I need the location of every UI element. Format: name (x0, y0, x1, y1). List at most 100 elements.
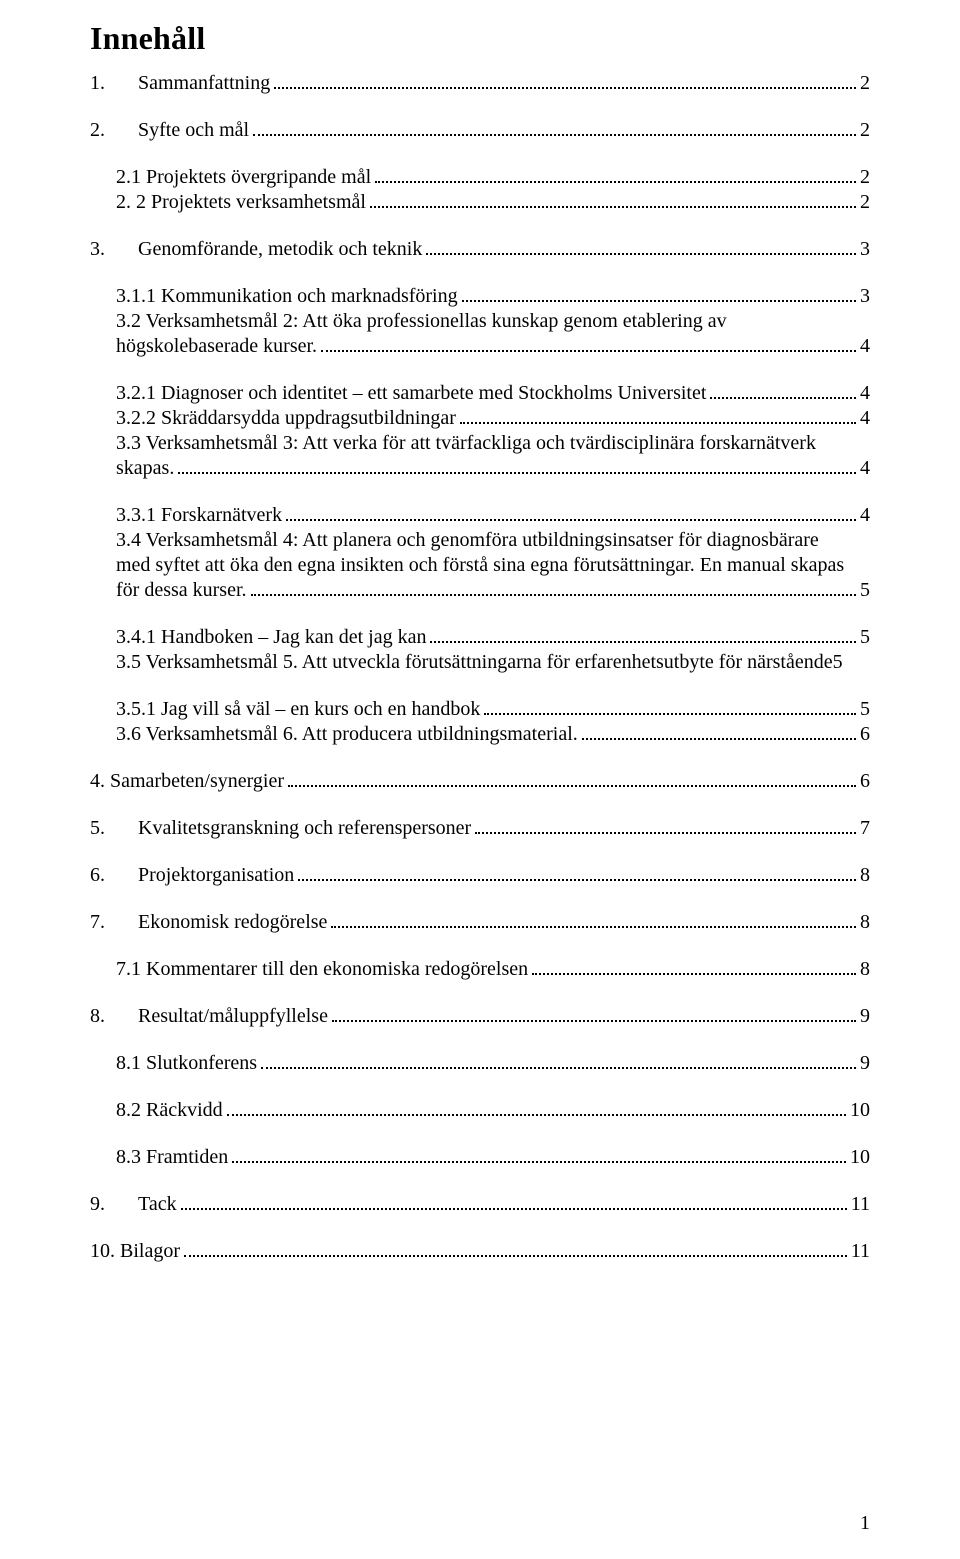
toc-entry: 8.Resultat/måluppfyllelse9 (90, 1004, 870, 1029)
toc-number: 3. (90, 237, 138, 262)
toc-page-number: 2 (860, 71, 870, 96)
toc-entry: 2.1 Projektets övergripande mål2 (90, 165, 870, 190)
toc-label: 10. Bilagor (90, 1239, 180, 1264)
group-gap (90, 262, 870, 284)
group-gap (90, 888, 870, 910)
toc-label: 3.6 Verksamhetsmål 6. Att producera utbi… (116, 722, 578, 747)
footer-page-number: 1 (860, 1512, 870, 1535)
table-of-contents: 1.Sammanfattning22.Syfte och mål22.1 Pro… (90, 71, 870, 1264)
toc-number: 7. (90, 910, 138, 935)
toc-leader (426, 238, 856, 255)
toc-number: 1. (90, 71, 138, 96)
toc-entry: 2.Syfte och mål2 (90, 118, 870, 143)
toc-label: 3.Genomförande, metodik och teknik (90, 237, 422, 262)
toc-label: 4. Samarbeten/synergier (90, 769, 284, 794)
toc-page-number: 4 (860, 503, 870, 528)
page-title: Innehåll (90, 20, 870, 57)
toc-label: skapas. (116, 456, 174, 481)
toc-page-number: 3 (860, 237, 870, 262)
toc-page-number: 10 (850, 1098, 870, 1123)
toc-leader (370, 191, 856, 208)
toc-label: med syftet att öka den egna insikten och… (116, 553, 870, 578)
toc-label: 1.Sammanfattning (90, 71, 270, 96)
toc-leader (178, 457, 856, 474)
toc-text: Ekonomisk redogörelse (138, 911, 327, 933)
toc-entry: 3.1.1 Kommunikation och marknadsföring3 (90, 284, 870, 309)
toc-text: Syfte och mål (138, 119, 249, 141)
toc-label: 2. 2 Projektets verksamhetsmål (116, 190, 366, 215)
group-gap (90, 747, 870, 769)
toc-page-number: 6 (860, 722, 870, 747)
toc-leader (184, 1240, 847, 1257)
toc-entry: 1.Sammanfattning 2 (90, 71, 870, 96)
toc-page-number: 3 (860, 284, 870, 309)
toc-text: Projektorganisation (138, 864, 294, 886)
toc-entry: 3.Genomförande, metodik och teknik 3 (90, 237, 870, 262)
toc-page-number: 5 (860, 697, 870, 722)
toc-leader (532, 958, 856, 975)
toc-page-number: 9 (860, 1004, 870, 1029)
toc-label: 8.1 Slutkonferens (116, 1051, 257, 1076)
toc-label: högskolebaserade kurser. (116, 334, 317, 359)
toc-page-number: 5 (860, 625, 870, 650)
toc-leader (430, 626, 856, 643)
toc-page-number: 7 (860, 816, 870, 841)
toc-label: 3.5 Verksamhetsmål 5. Att utveckla förut… (116, 650, 833, 675)
toc-leader (298, 864, 856, 881)
toc-page-number: 5 (833, 650, 843, 675)
toc-entry: 7.Ekonomisk redogörelse 8 (90, 910, 870, 935)
toc-leader (375, 166, 856, 183)
toc-label: 2.Syfte och mål (90, 118, 249, 143)
group-gap (90, 1076, 870, 1098)
toc-page-number: 11 (851, 1239, 870, 1264)
toc-page-number: 5 (860, 578, 870, 603)
toc-leader (227, 1099, 846, 1116)
toc-label: 7.1 Kommentarer till den ekonomiska redo… (116, 957, 528, 982)
toc-page-number: 6 (860, 769, 870, 794)
group-gap (90, 1123, 870, 1145)
toc-text: Tack (138, 1193, 177, 1215)
toc-entry: 3.4.1 Handboken – Jag kan det jag kan 5 (90, 625, 870, 650)
toc-label: 5.Kvalitetsgranskning och referensperson… (90, 816, 471, 841)
toc-label: 3.2.1 Diagnoser och identitet – ett sama… (116, 381, 706, 406)
group-gap (90, 1217, 870, 1239)
toc-entry: 3.2 Verksamhetsmål 2: Att öka profession… (90, 309, 870, 359)
toc-label: 3.2.2 Skräddarsydda uppdragsutbildningar (116, 406, 456, 431)
toc-entry: 6.Projektorganisation 8 (90, 863, 870, 888)
toc-entry: 4. Samarbeten/synergier 6 (90, 769, 870, 794)
toc-entry: 3.5 Verksamhetsmål 5. Att utveckla förut… (90, 650, 870, 675)
toc-label: 3.3.1 Forskarnätverk (116, 503, 282, 528)
toc-text: Sammanfattning (138, 72, 270, 94)
toc-leader (253, 119, 856, 136)
toc-label: 3.5.1 Jag vill så väl – en kurs och en h… (116, 697, 480, 722)
toc-entry: 9.Tack11 (90, 1192, 870, 1217)
toc-leader (261, 1052, 856, 1069)
toc-entry: 8.2 Räckvidd10 (90, 1098, 870, 1123)
toc-label: för dessa kurser. (116, 578, 247, 603)
document-page: Innehåll 1.Sammanfattning 2 2.Syfte och må… (0, 0, 960, 1559)
toc-leader (582, 723, 856, 740)
toc-page-number: 2 (860, 190, 870, 215)
toc-page-number: 8 (860, 910, 870, 935)
toc-label: 3.4.1 Handboken – Jag kan det jag kan (116, 625, 426, 650)
toc-leader (484, 698, 856, 715)
toc-leader (475, 817, 856, 834)
toc-leader (332, 1005, 856, 1022)
toc-label: 2.1 Projektets övergripande mål (116, 165, 371, 190)
group-gap (90, 143, 870, 165)
toc-page-number: 4 (860, 406, 870, 431)
toc-page-number: 8 (860, 863, 870, 888)
group-gap (90, 841, 870, 863)
group-gap (90, 215, 870, 237)
toc-label: 3.3 Verksamhetsmål 3: Att verka för att … (116, 431, 870, 456)
toc-label: 3.2 Verksamhetsmål 2: Att öka profession… (116, 309, 870, 334)
toc-leader (251, 579, 856, 596)
group-gap (90, 481, 870, 503)
toc-leader (181, 1193, 847, 1210)
toc-entry: 5.Kvalitetsgranskning och referensperson… (90, 816, 870, 841)
toc-label: 6.Projektorganisation (90, 863, 294, 888)
toc-label: 7.Ekonomisk redogörelse (90, 910, 327, 935)
group-gap (90, 1170, 870, 1192)
toc-page-number: 11 (851, 1192, 870, 1217)
toc-text: Genomförande, metodik och teknik (138, 238, 422, 260)
